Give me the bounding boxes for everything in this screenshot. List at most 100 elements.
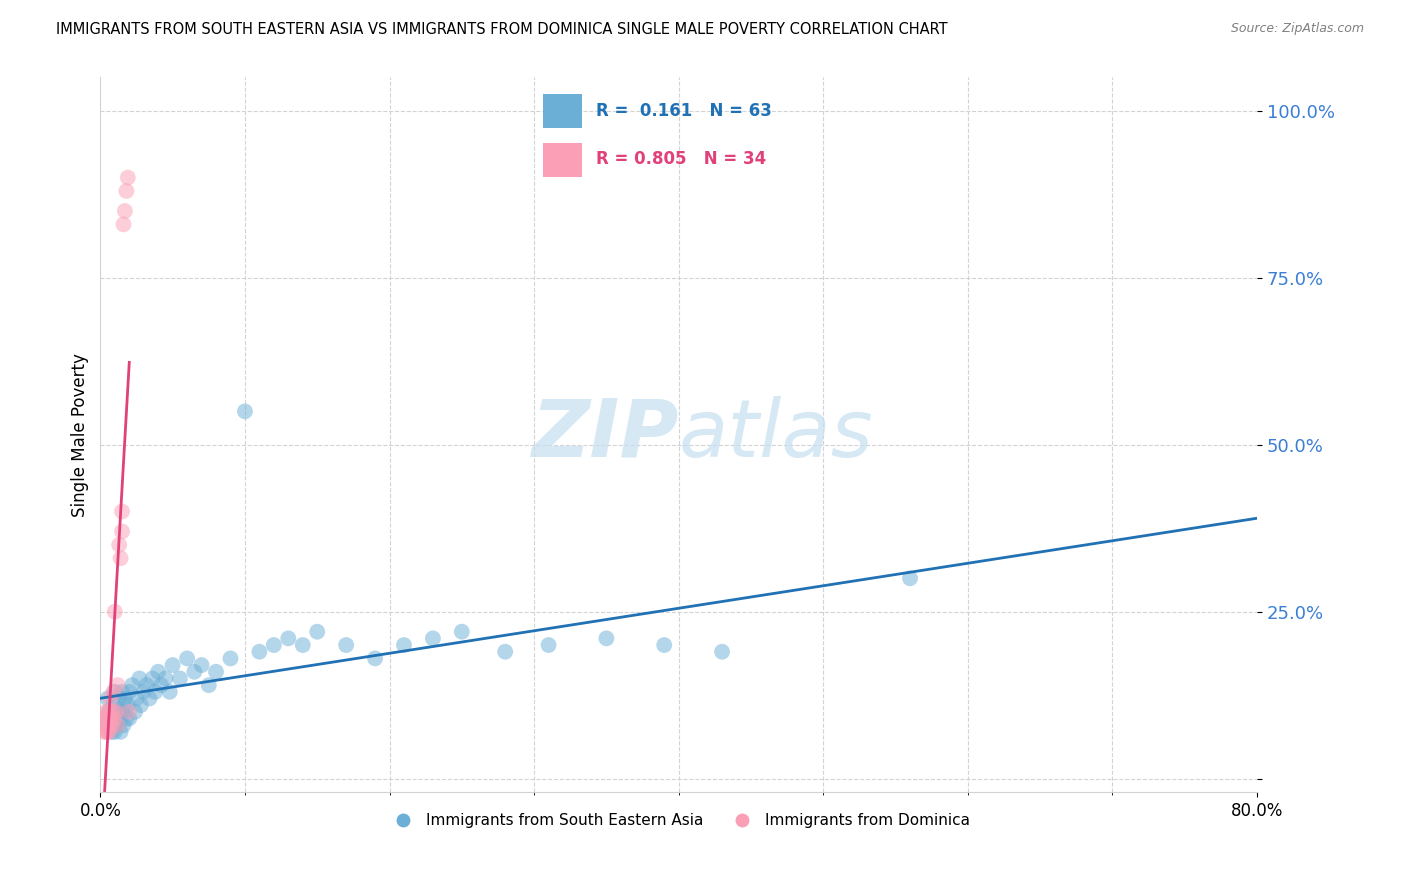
Point [118,711,141,725]
Point [100,691,122,706]
Text: atlas: atlas [679,396,873,474]
Point [537,638,560,652]
Point [108,691,131,706]
Point [97,705,120,719]
Point [190,658,212,673]
Point [277,632,299,646]
Point [114,691,136,706]
Point [98,711,121,725]
Point [135,678,157,692]
Text: R = 0.805   N = 34: R = 0.805 N = 34 [596,150,766,168]
Point [101,711,124,725]
Point [111,705,134,719]
Point [110,711,132,725]
Text: ZIP: ZIP [531,396,679,474]
Point [117,170,139,185]
Point [94,718,117,732]
Point [117,698,139,713]
Point [93,718,115,732]
Point [711,645,734,659]
Point [107,718,129,732]
Point [104,685,127,699]
Point [132,685,155,699]
Point [148,665,170,679]
Point [247,645,270,659]
Point [97,691,120,706]
Point [94,705,117,719]
Point [197,678,219,692]
FancyBboxPatch shape [543,144,582,177]
Point [104,724,127,739]
Point [101,724,124,739]
Point [150,678,173,692]
Point [118,685,141,699]
Point [307,624,329,639]
Point [124,705,146,719]
Point [111,524,134,539]
Point [112,718,135,732]
Point [103,698,125,713]
Point [101,718,124,732]
Point [233,404,256,418]
Point [291,638,314,652]
Text: IMMIGRANTS FROM SOUTH EASTERN ASIA VS IMMIGRANTS FROM DOMINICA SINGLE MALE POVER: IMMIGRANTS FROM SOUTH EASTERN ASIA VS IM… [56,22,948,37]
Point [107,678,129,692]
Point [125,691,148,706]
Point [364,651,387,665]
Point [263,638,285,652]
Point [97,718,120,732]
Point [105,705,128,719]
Point [108,538,131,552]
Point [128,672,150,686]
Point [121,678,143,692]
Point [100,718,122,732]
Point [169,672,191,686]
Point [100,718,122,732]
Y-axis label: Single Male Poverty: Single Male Poverty [72,352,89,516]
Point [422,632,444,646]
Point [94,711,117,725]
Point [107,705,129,719]
Point [115,711,138,725]
Point [162,658,184,673]
Point [205,665,228,679]
Point [112,218,135,232]
Point [155,672,177,686]
Point [114,204,136,219]
Point [143,685,166,699]
Point [98,705,121,719]
Point [159,685,181,699]
Point [335,638,357,652]
Point [94,724,117,739]
Point [98,718,121,732]
Point [118,705,141,719]
Point [97,724,120,739]
Point [100,705,122,719]
Legend: Immigrants from South Eastern Asia, Immigrants from Dominica: Immigrants from South Eastern Asia, Immi… [382,807,976,834]
Point [110,551,132,566]
Point [103,685,125,699]
Point [141,672,163,686]
Point [103,718,125,732]
Point [101,711,124,725]
Point [138,691,160,706]
Point [112,698,135,713]
Point [450,624,472,639]
Point [115,184,138,198]
Point [104,711,127,725]
Text: Source: ZipAtlas.com: Source: ZipAtlas.com [1230,22,1364,36]
Point [107,718,129,732]
FancyBboxPatch shape [543,94,582,128]
Point [104,711,127,725]
Point [595,632,617,646]
Point [183,665,205,679]
Point [392,638,415,652]
Point [129,698,152,713]
Point [93,711,115,725]
Point [494,645,516,659]
Point [652,638,675,652]
Point [219,651,242,665]
Point [93,724,115,739]
Point [898,571,921,585]
Point [111,504,134,518]
